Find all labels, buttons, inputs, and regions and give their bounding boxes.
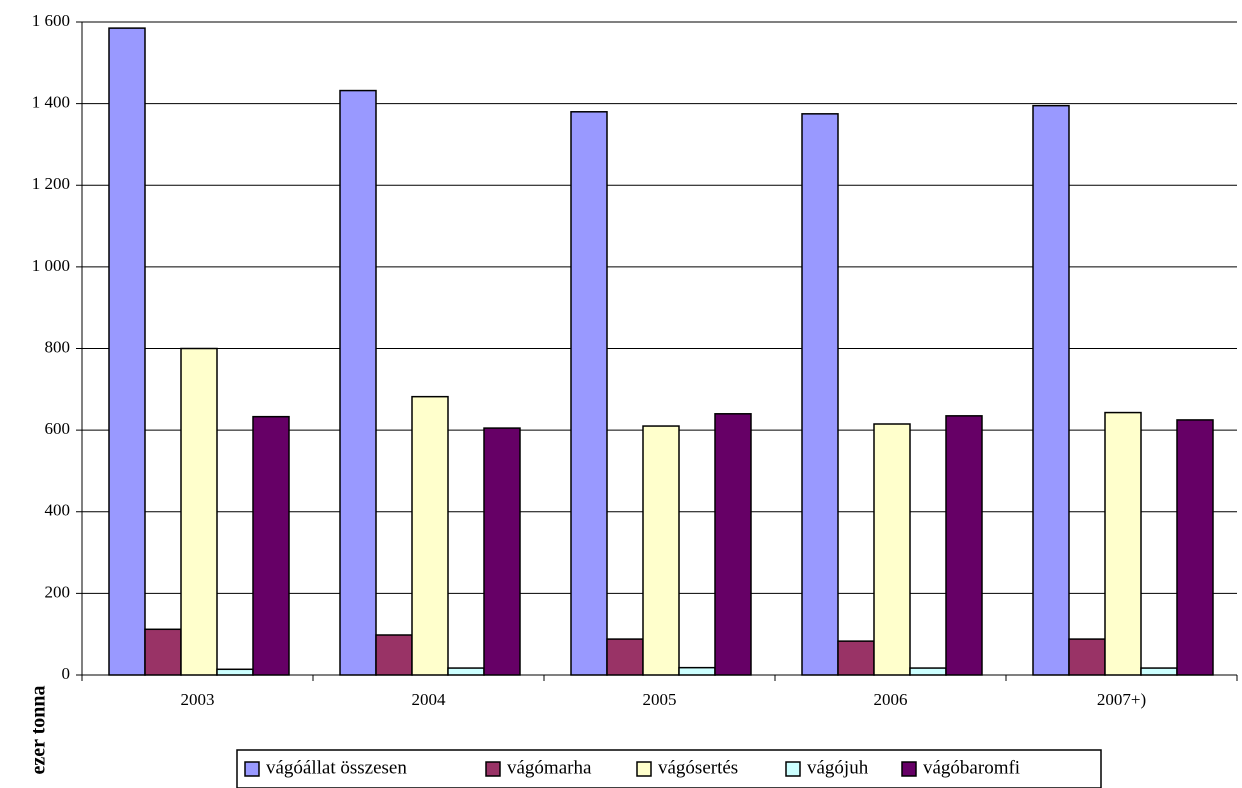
y-tick-label: 600 xyxy=(45,419,71,438)
bar xyxy=(1032,104,1070,676)
bars xyxy=(108,27,1214,676)
bar xyxy=(945,415,983,676)
y-tick-label: 1 400 xyxy=(32,93,70,112)
bar xyxy=(801,113,839,676)
bar xyxy=(108,27,146,676)
legend-label: vágójuh xyxy=(807,757,869,778)
legend-box xyxy=(236,749,1102,788)
bar xyxy=(180,347,218,676)
x-tick-label: 2005 xyxy=(643,690,677,709)
axes xyxy=(76,21,1238,681)
y-tick-label: 0 xyxy=(62,664,71,683)
bar xyxy=(252,415,290,676)
y-tick-label: 400 xyxy=(45,501,71,520)
bar xyxy=(1104,411,1142,676)
y-tick-label: 800 xyxy=(45,337,71,356)
x-tick-label: 2003 xyxy=(181,690,215,709)
legend-swatch xyxy=(901,761,917,777)
bar xyxy=(339,89,377,676)
legend-label: vágósertés xyxy=(658,757,738,778)
bar xyxy=(678,666,716,676)
bar xyxy=(411,395,449,676)
y-tick-label: 1 600 xyxy=(32,11,70,30)
bar xyxy=(714,413,752,676)
bar xyxy=(909,667,947,676)
legend-label: vágóállat összesen xyxy=(266,757,407,778)
x-tick-label: 2006 xyxy=(874,690,908,709)
legend-swatch xyxy=(244,761,260,777)
legend-label: vágómarha xyxy=(507,757,592,778)
legend-swatch xyxy=(485,761,501,777)
bar xyxy=(873,423,911,676)
x-tick-label: 2007+) xyxy=(1097,690,1146,709)
bar xyxy=(375,634,413,676)
y-axis-label: ezer tonna xyxy=(28,685,50,774)
bar xyxy=(642,425,680,676)
bar xyxy=(837,640,875,676)
bar xyxy=(1068,638,1106,676)
bar xyxy=(1176,419,1214,676)
bar xyxy=(1140,667,1178,676)
x-tick-labels: 2003 2004 2005 2006 2007+) xyxy=(181,690,1147,709)
bar xyxy=(144,628,182,676)
legend-swatch xyxy=(785,761,801,777)
bar xyxy=(606,638,644,676)
legend-swatch xyxy=(636,761,652,777)
x-tick-label: 2004 xyxy=(412,690,447,709)
bar xyxy=(216,668,254,676)
y-tick-labels: 0 200 400 600 800 1 000 1 200 1 400 1 600 xyxy=(32,11,70,683)
bar xyxy=(570,111,608,676)
y-tick-label: 1 200 xyxy=(32,174,70,193)
bar xyxy=(447,667,485,676)
legend-label: vágóbaromfi xyxy=(923,757,1020,778)
legend: vágóállat összesen vágómarha vágósertés vág… xyxy=(236,749,1102,788)
y-tick-label: 200 xyxy=(45,582,71,601)
y-tick-label: 1 000 xyxy=(32,256,70,275)
bar xyxy=(483,427,521,676)
